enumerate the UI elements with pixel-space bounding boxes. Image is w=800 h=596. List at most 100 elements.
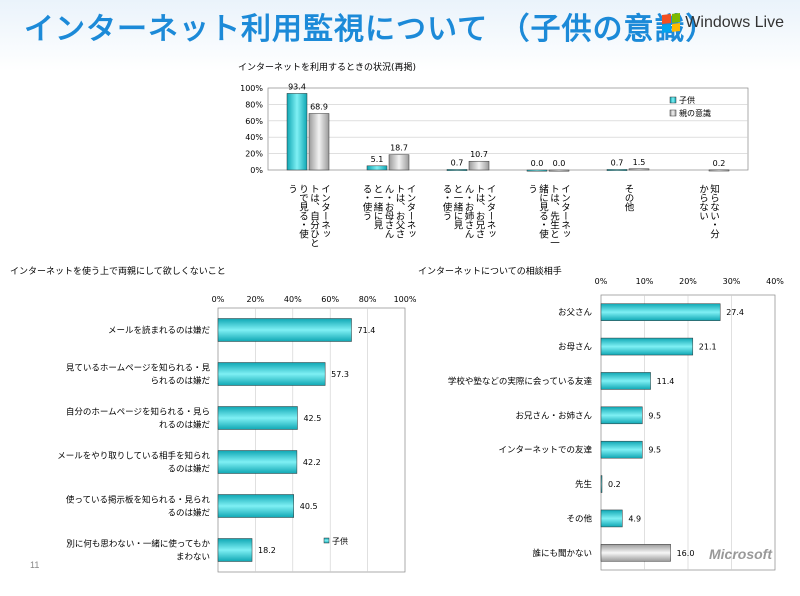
- chart1-category-label: りで見る・使: [297, 184, 309, 239]
- chart1-data-label: 0.2: [713, 159, 726, 168]
- chart1-data-label: 5.1: [371, 155, 384, 164]
- chart2-bar: [217, 362, 326, 386]
- chart3-xtick-label: 10%: [636, 277, 654, 286]
- chart1-bar-parent: [628, 168, 650, 171]
- chart1-data-label: 0.0: [531, 159, 544, 168]
- slide-title: インターネット利用監視について （子供の意識）: [24, 12, 717, 47]
- chart1-category-label: と一緒に見: [452, 184, 464, 230]
- chart3-data-label: 9.5: [648, 446, 661, 455]
- chart3-title: インターネットについての相談相手: [418, 265, 562, 277]
- chart1-category-label: トは、お兄さ: [474, 184, 486, 238]
- chart1-ytick-label: 100%: [240, 84, 263, 93]
- chart1-bar-parent: [308, 113, 330, 171]
- slide-number: 11: [30, 560, 40, 570]
- chart2-data-label: 71.4: [358, 326, 376, 335]
- chart3-bar: [600, 440, 643, 459]
- chart1-category-label: インターネッ: [559, 184, 571, 238]
- microsoft-logo: Microsoft: [709, 546, 772, 562]
- chart1-ytick-label: 80%: [245, 100, 263, 109]
- chart2-data-label: 18.2: [258, 546, 276, 555]
- chart3-bar: [600, 337, 694, 356]
- chart2-category-label: るのは嫌だ: [167, 508, 210, 519]
- chart2-data-label: 42.5: [303, 414, 321, 423]
- chart1-category-label: 知らない・分: [708, 183, 720, 239]
- chart3-bar: [600, 372, 651, 390]
- chart1-category-label: からない: [697, 184, 709, 220]
- chart3-data-label: 27.4: [726, 308, 744, 317]
- chart3-category-label: 学校や塾などの実際に会っている友達: [448, 376, 593, 387]
- chart1-category-label: 緒に見る・使: [537, 183, 549, 239]
- chart3-data-label: 16.0: [677, 549, 695, 558]
- chart1-legend-label: 親の意識: [679, 108, 711, 118]
- chart1-data-label: 0.7: [611, 158, 624, 167]
- chart2-category-label: るのは嫌だ: [167, 464, 210, 475]
- chart2-xtick-label: 20%: [247, 295, 265, 304]
- chart1-bar-child: [446, 169, 468, 171]
- chart2-data-label: 40.5: [300, 502, 318, 511]
- chart3-bar: [600, 509, 623, 528]
- chart1-bar-parent: [388, 154, 410, 171]
- chart1-ytick-label: 60%: [245, 117, 263, 126]
- chart1-data-label: 18.7: [390, 144, 408, 153]
- chart2-category-label: メールをやり取りしている相手を知られ: [57, 451, 210, 462]
- chart3-data-label: 4.9: [628, 514, 641, 523]
- chart2-xtick-label: 40%: [284, 295, 302, 304]
- chart2-category-label: メールを読まれるのは嫌だ: [108, 325, 211, 336]
- chart3-bar: [600, 475, 603, 493]
- chart2-xtick-label: 0%: [212, 295, 225, 304]
- chart3-category-label: インターネットでの友達: [498, 445, 592, 456]
- chart2-bar: [217, 450, 298, 474]
- chart2-bar: [217, 538, 253, 562]
- chart1-category-label: ん・お母さん: [383, 184, 395, 238]
- chart1-category-label: トは、先生と一: [548, 184, 560, 247]
- chart3-data-label: 9.5: [648, 411, 661, 420]
- chart1-data-label: 93.4: [288, 82, 306, 91]
- chart2-data-label: 57.3: [331, 370, 349, 379]
- chart1-bar-child: [526, 169, 548, 172]
- chart3-xtick-label: 20%: [679, 277, 697, 286]
- chart3-category-label: お父さん: [558, 308, 593, 318]
- chart2-bar: [217, 406, 298, 430]
- chart1-plot-area: [267, 87, 749, 171]
- chart3-category-label: その他: [566, 513, 592, 524]
- chart1-category-label: トは、お父さ: [394, 184, 406, 238]
- chart2-category-label: 自分のホームページを知られる・見ら: [66, 407, 210, 418]
- chart3-data-label: 11.4: [657, 377, 675, 386]
- chart1-category-label: インターネッ: [319, 184, 331, 238]
- chart1-bar-child: [606, 169, 628, 171]
- chart1-category-label: インターネッ: [405, 184, 417, 238]
- windows-live-logo: Windows Live: [662, 10, 784, 36]
- chart1-data-label: 0.0: [553, 159, 566, 168]
- logo-text: Windows Live: [685, 14, 784, 31]
- chart2-bar: [217, 318, 352, 342]
- chart1-category-label: トは、自分ひと: [308, 184, 320, 247]
- chart2-category-label: れるのは嫌だ: [159, 420, 211, 431]
- chart1-category-label: と一緒に見: [372, 184, 384, 230]
- chart1-category-label: る・使う: [361, 184, 373, 220]
- chart3-bar: [600, 303, 721, 321]
- chart2-legend-label: 子供: [332, 536, 348, 546]
- chart3-category-label: 先生: [575, 479, 593, 490]
- chart1-data-label: 1.5: [633, 158, 646, 167]
- chart1-legend-swatch: [669, 96, 677, 104]
- chart1-category-label: ん・お姉さん: [463, 184, 475, 238]
- chart1-category-label: う: [526, 184, 537, 193]
- chart2-category-label: まわない: [176, 553, 210, 563]
- chart1-legend-swatch: [669, 109, 677, 117]
- chart1-title: インターネットを利用するときの状況(再掲): [238, 61, 416, 73]
- chart1-bar-parent: [468, 160, 490, 171]
- chart2-xtick-label: 80%: [359, 295, 377, 304]
- chart1-bar-child: [286, 93, 308, 171]
- chart2-data-label: 42.2: [303, 458, 321, 467]
- chart1-data-label: 68.9: [310, 103, 328, 112]
- chart2-plot-area: [217, 307, 406, 573]
- chart3-xtick-label: 30%: [723, 277, 741, 286]
- chart2-legend-swatch: [323, 537, 330, 544]
- chart1-category-label: その他: [623, 184, 635, 212]
- chart1-bar-parent: [548, 169, 570, 172]
- chart2-category-label: 使っている掲示板を知られる・見られ: [66, 495, 211, 506]
- chart1-bar-parent: [708, 169, 730, 172]
- chart2-category-label: られるのは嫌だ: [150, 376, 210, 387]
- chart2-category-label: 見ているホームページを知られる・見: [66, 363, 211, 374]
- chart3-category-label: 誰にも聞かない: [532, 548, 592, 559]
